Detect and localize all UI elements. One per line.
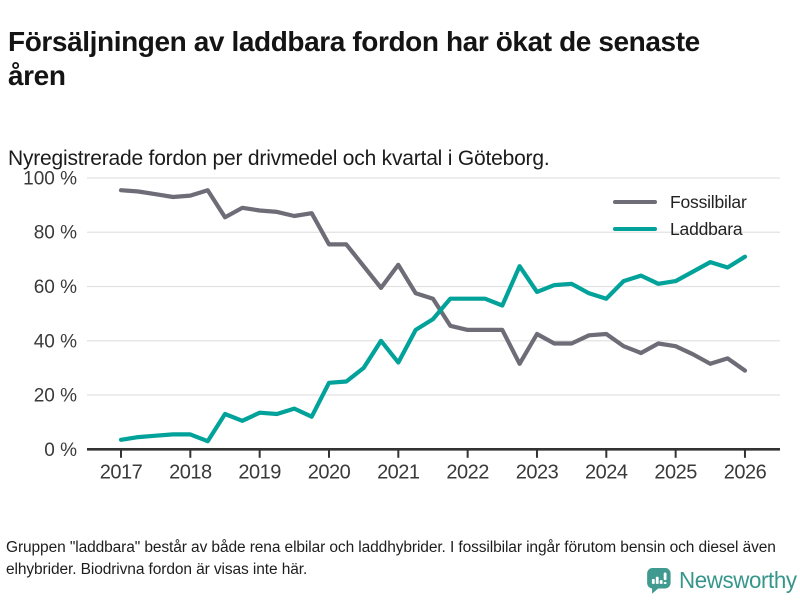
newsworthy-logo-icon — [647, 567, 671, 594]
y-tick-label: 0 % — [44, 440, 77, 461]
legend-label-laddbara: Laddbara — [670, 218, 743, 239]
page-title: Försäljningen av laddbara fordon har öka… — [8, 25, 700, 91]
x-tick-label: 2023 — [516, 461, 559, 483]
chart-svg: 0 % 20 % 40 % 60 % 80 % 100 % 2017 2018 2019 2020… — [23, 168, 780, 483]
x-tick-label: 2018 — [169, 461, 212, 483]
legend-item-laddbara: Laddbara — [613, 219, 747, 239]
y-tick-label: 60 % — [34, 277, 77, 298]
x-tick-label: 2025 — [654, 461, 697, 483]
y-tick-label: 20 % — [34, 386, 77, 407]
y-tick-label: 40 % — [34, 331, 77, 352]
x-tick-label: 2020 — [308, 461, 351, 483]
x-tick-label: 2021 — [377, 461, 420, 483]
chart-footnote: Gruppen "laddbara" består av både rena e… — [6, 538, 776, 578]
legend-item-fossilbilar: Fossilbilar — [613, 192, 747, 212]
newsworthy-wordmark: Newsworthy — [678, 566, 797, 593]
x-tick-label: 2019 — [238, 461, 281, 483]
x-tick-label: 2022 — [446, 461, 489, 483]
chart-subtitle: Nyregistrerade fordon per drivmedel och … — [8, 147, 550, 170]
series-line-laddbara — [118, 254, 748, 444]
fossilbilar-line-swatch — [613, 199, 657, 205]
chart-legend: Fossilbilar Laddbara — [613, 192, 747, 239]
newsworthy-brand: Newsworthy — [646, 561, 800, 599]
x-tick-label: 2026 — [724, 461, 767, 483]
x-tick-label: 2017 — [100, 461, 143, 483]
chart-area: 0 % 20 % 40 % 60 % 80 % 100 % 2017 2018 2019 2020… — [0, 165, 800, 495]
x-tick-label: 2024 — [585, 461, 628, 483]
y-tick-label: 100 % — [23, 168, 77, 189]
legend-label-fossilbilar: Fossilbilar — [670, 191, 747, 212]
laddbara-line-swatch — [613, 226, 657, 232]
y-tick-label: 80 % — [34, 223, 77, 244]
series-line-fossilbilar — [118, 188, 748, 373]
